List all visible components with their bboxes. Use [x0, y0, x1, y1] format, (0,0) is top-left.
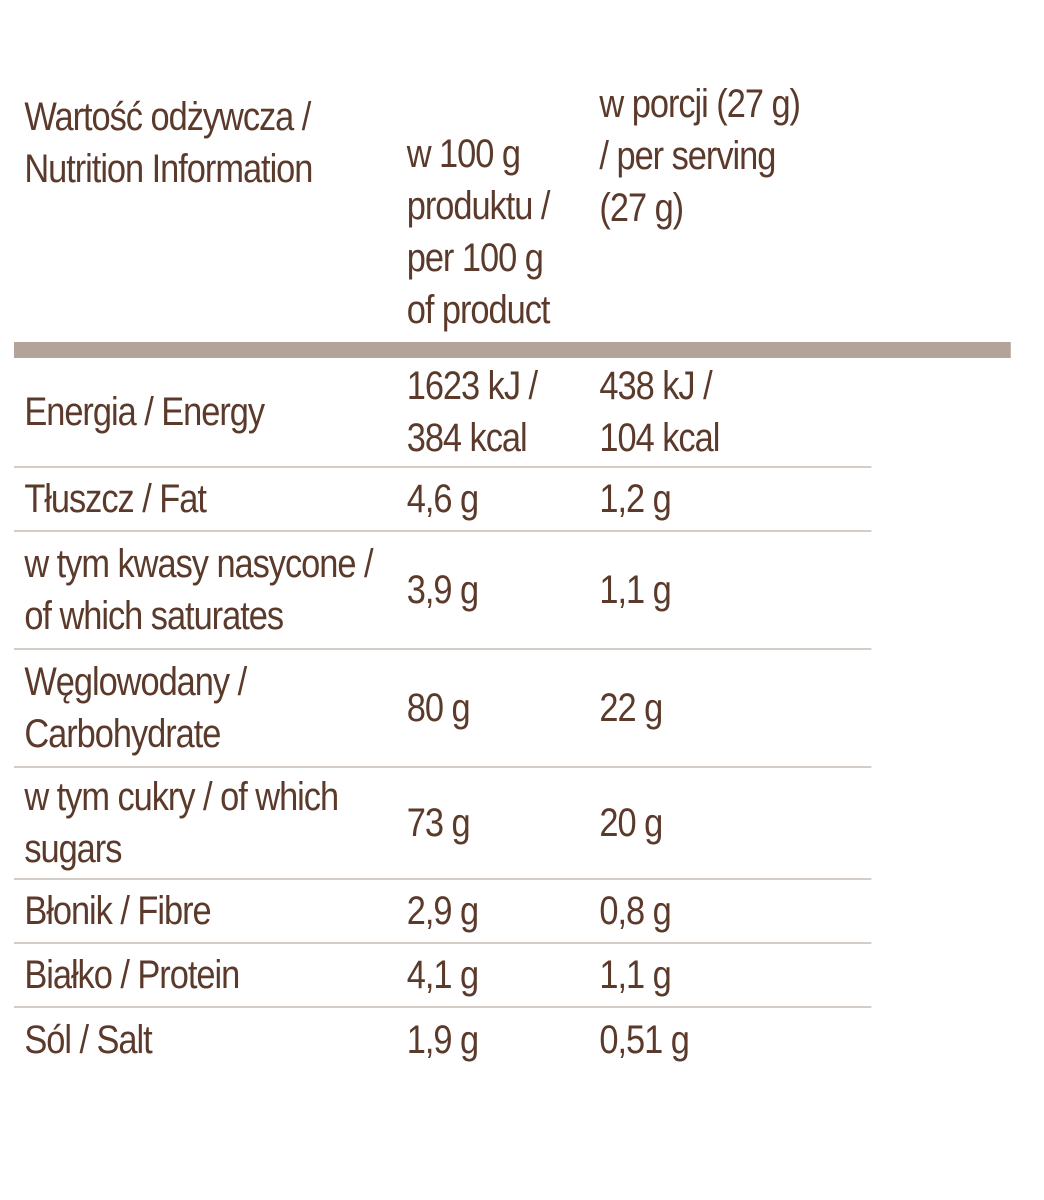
nutrient-name-cell: Sól / Salt	[14, 1008, 398, 1072]
nutrient-name: w tym kwasy nasycone /	[24, 542, 373, 586]
header-per100-line: produktu /	[406, 184, 551, 228]
per100-value: 4,1 g	[406, 953, 479, 997]
per100-value: 1623 kJ /	[406, 364, 538, 408]
per100-value-cell: 1,9 g	[398, 1008, 591, 1072]
header-per100-line: of product	[406, 288, 551, 332]
table-row-carbohydrate: Węglowodany / Carbohydrate 80 g 22 g	[14, 650, 872, 768]
table-row-sugars: w tym cukry / of which sugars 73 g 20 g	[14, 768, 872, 880]
per100-value-cell: 1623 kJ / 384 kcal	[398, 358, 591, 466]
nutrient-name-cell: Energia / Energy	[14, 358, 398, 466]
serving-value-cell: 0,8 g	[591, 880, 872, 942]
serving-value-cell: 438 kJ / 104 kcal	[591, 358, 872, 466]
header-per100-line: w 100 g	[406, 132, 521, 176]
nutrient-name: Tłuszcz / Fat	[24, 477, 207, 521]
nutrient-name-cell: w tym cukry / of which sugars	[14, 768, 398, 878]
header-serving-line: (27 g)	[599, 186, 684, 230]
nutrient-name: Sól / Salt	[24, 1018, 152, 1062]
per100-value-cell: 4,1 g	[398, 944, 591, 1006]
per100-value-cell: 80 g	[398, 650, 591, 766]
table-row-fat: Tłuszcz / Fat 4,6 g 1,2 g	[14, 468, 872, 532]
serving-value: 438 kJ /	[599, 364, 712, 408]
per100-value: 80 g	[406, 686, 471, 730]
nutrient-name-cell: w tym kwasy nasycone / of which saturate…	[14, 532, 398, 648]
nutrient-name: w tym cukry / of which	[24, 775, 339, 819]
nutrient-name-cell: Błonik / Fibre	[14, 880, 398, 942]
header-serving-line: / per serving	[599, 134, 776, 178]
serving-value-cell: 0,51 g	[591, 1008, 872, 1072]
nutrient-name-cell: Tłuszcz / Fat	[14, 468, 398, 530]
per100-value-cell: 4,6 g	[398, 468, 591, 530]
serving-value: 0,8 g	[599, 889, 671, 933]
nutrient-name: Carbohydrate	[24, 712, 221, 756]
serving-value-cell: 1,1 g	[591, 532, 872, 648]
per100-value: 1,9 g	[406, 1018, 479, 1062]
serving-value: 104 kcal	[599, 416, 720, 460]
nutrient-name: Energia / Energy	[24, 390, 265, 434]
per100-value: 2,9 g	[406, 889, 479, 933]
table-row-fibre: Błonik / Fibre 2,9 g 0,8 g	[14, 880, 872, 944]
nutrition-table: Wartość odżywcza / Nutrition Information…	[14, 0, 1011, 1072]
table-header-row: Wartość odżywcza / Nutrition Information…	[14, 0, 871, 342]
serving-value-cell: 22 g	[591, 650, 872, 766]
header-serving-cell: w porcji (27 g) / per serving (27 g)	[591, 0, 872, 342]
header-nutrient-cell: Wartość odżywcza / Nutrition Information	[14, 0, 398, 342]
header-serving-line: w porcji (27 g)	[599, 82, 801, 126]
nutrient-name: Błonik / Fibre	[24, 889, 211, 933]
per100-value-cell: 3,9 g	[398, 532, 591, 648]
nutrient-name-cell: Węglowodany / Carbohydrate	[14, 650, 398, 766]
serving-value: 1,1 g	[599, 568, 671, 612]
per100-value: 3,9 g	[406, 568, 479, 612]
per100-value-cell: 2,9 g	[398, 880, 591, 942]
serving-value-cell: 20 g	[591, 768, 872, 878]
serving-value: 0,51 g	[599, 1018, 689, 1062]
header-nutrient-line: Wartość odżywcza /	[24, 95, 311, 139]
serving-value: 22 g	[599, 686, 663, 730]
per100-value-cell: 73 g	[398, 768, 591, 878]
nutrient-name: sugars	[24, 827, 122, 871]
header-per100-line: per 100 g	[406, 236, 544, 280]
nutrient-name: of which saturates	[24, 594, 284, 638]
table-row-saturates: w tym kwasy nasycone / of which saturate…	[14, 532, 872, 650]
serving-value: 1,2 g	[599, 477, 671, 521]
table-row-energy: Energia / Energy 1623 kJ / 384 kcal 438 …	[14, 358, 872, 468]
nutrient-name-cell: Białko / Protein	[14, 944, 398, 1006]
per100-value: 384 kcal	[406, 416, 528, 460]
header-divider	[14, 342, 1011, 358]
header-per100-cell: w 100 g produktu / per 100 g of product	[398, 0, 591, 342]
per100-value: 4,6 g	[406, 477, 479, 521]
serving-value: 20 g	[599, 801, 663, 845]
serving-value: 1,1 g	[599, 953, 671, 997]
table-row-protein: Białko / Protein 4,1 g 1,1 g	[14, 944, 872, 1008]
table-row-salt: Sól / Salt 1,9 g 0,51 g	[14, 1008, 871, 1072]
nutrient-name: Białko / Protein	[24, 953, 240, 997]
header-nutrient-line: Nutrition Information	[24, 147, 313, 191]
serving-value-cell: 1,2 g	[591, 468, 872, 530]
per100-value: 73 g	[406, 801, 471, 845]
nutrient-name: Węglowodany /	[24, 660, 247, 704]
serving-value-cell: 1,1 g	[591, 944, 872, 1006]
